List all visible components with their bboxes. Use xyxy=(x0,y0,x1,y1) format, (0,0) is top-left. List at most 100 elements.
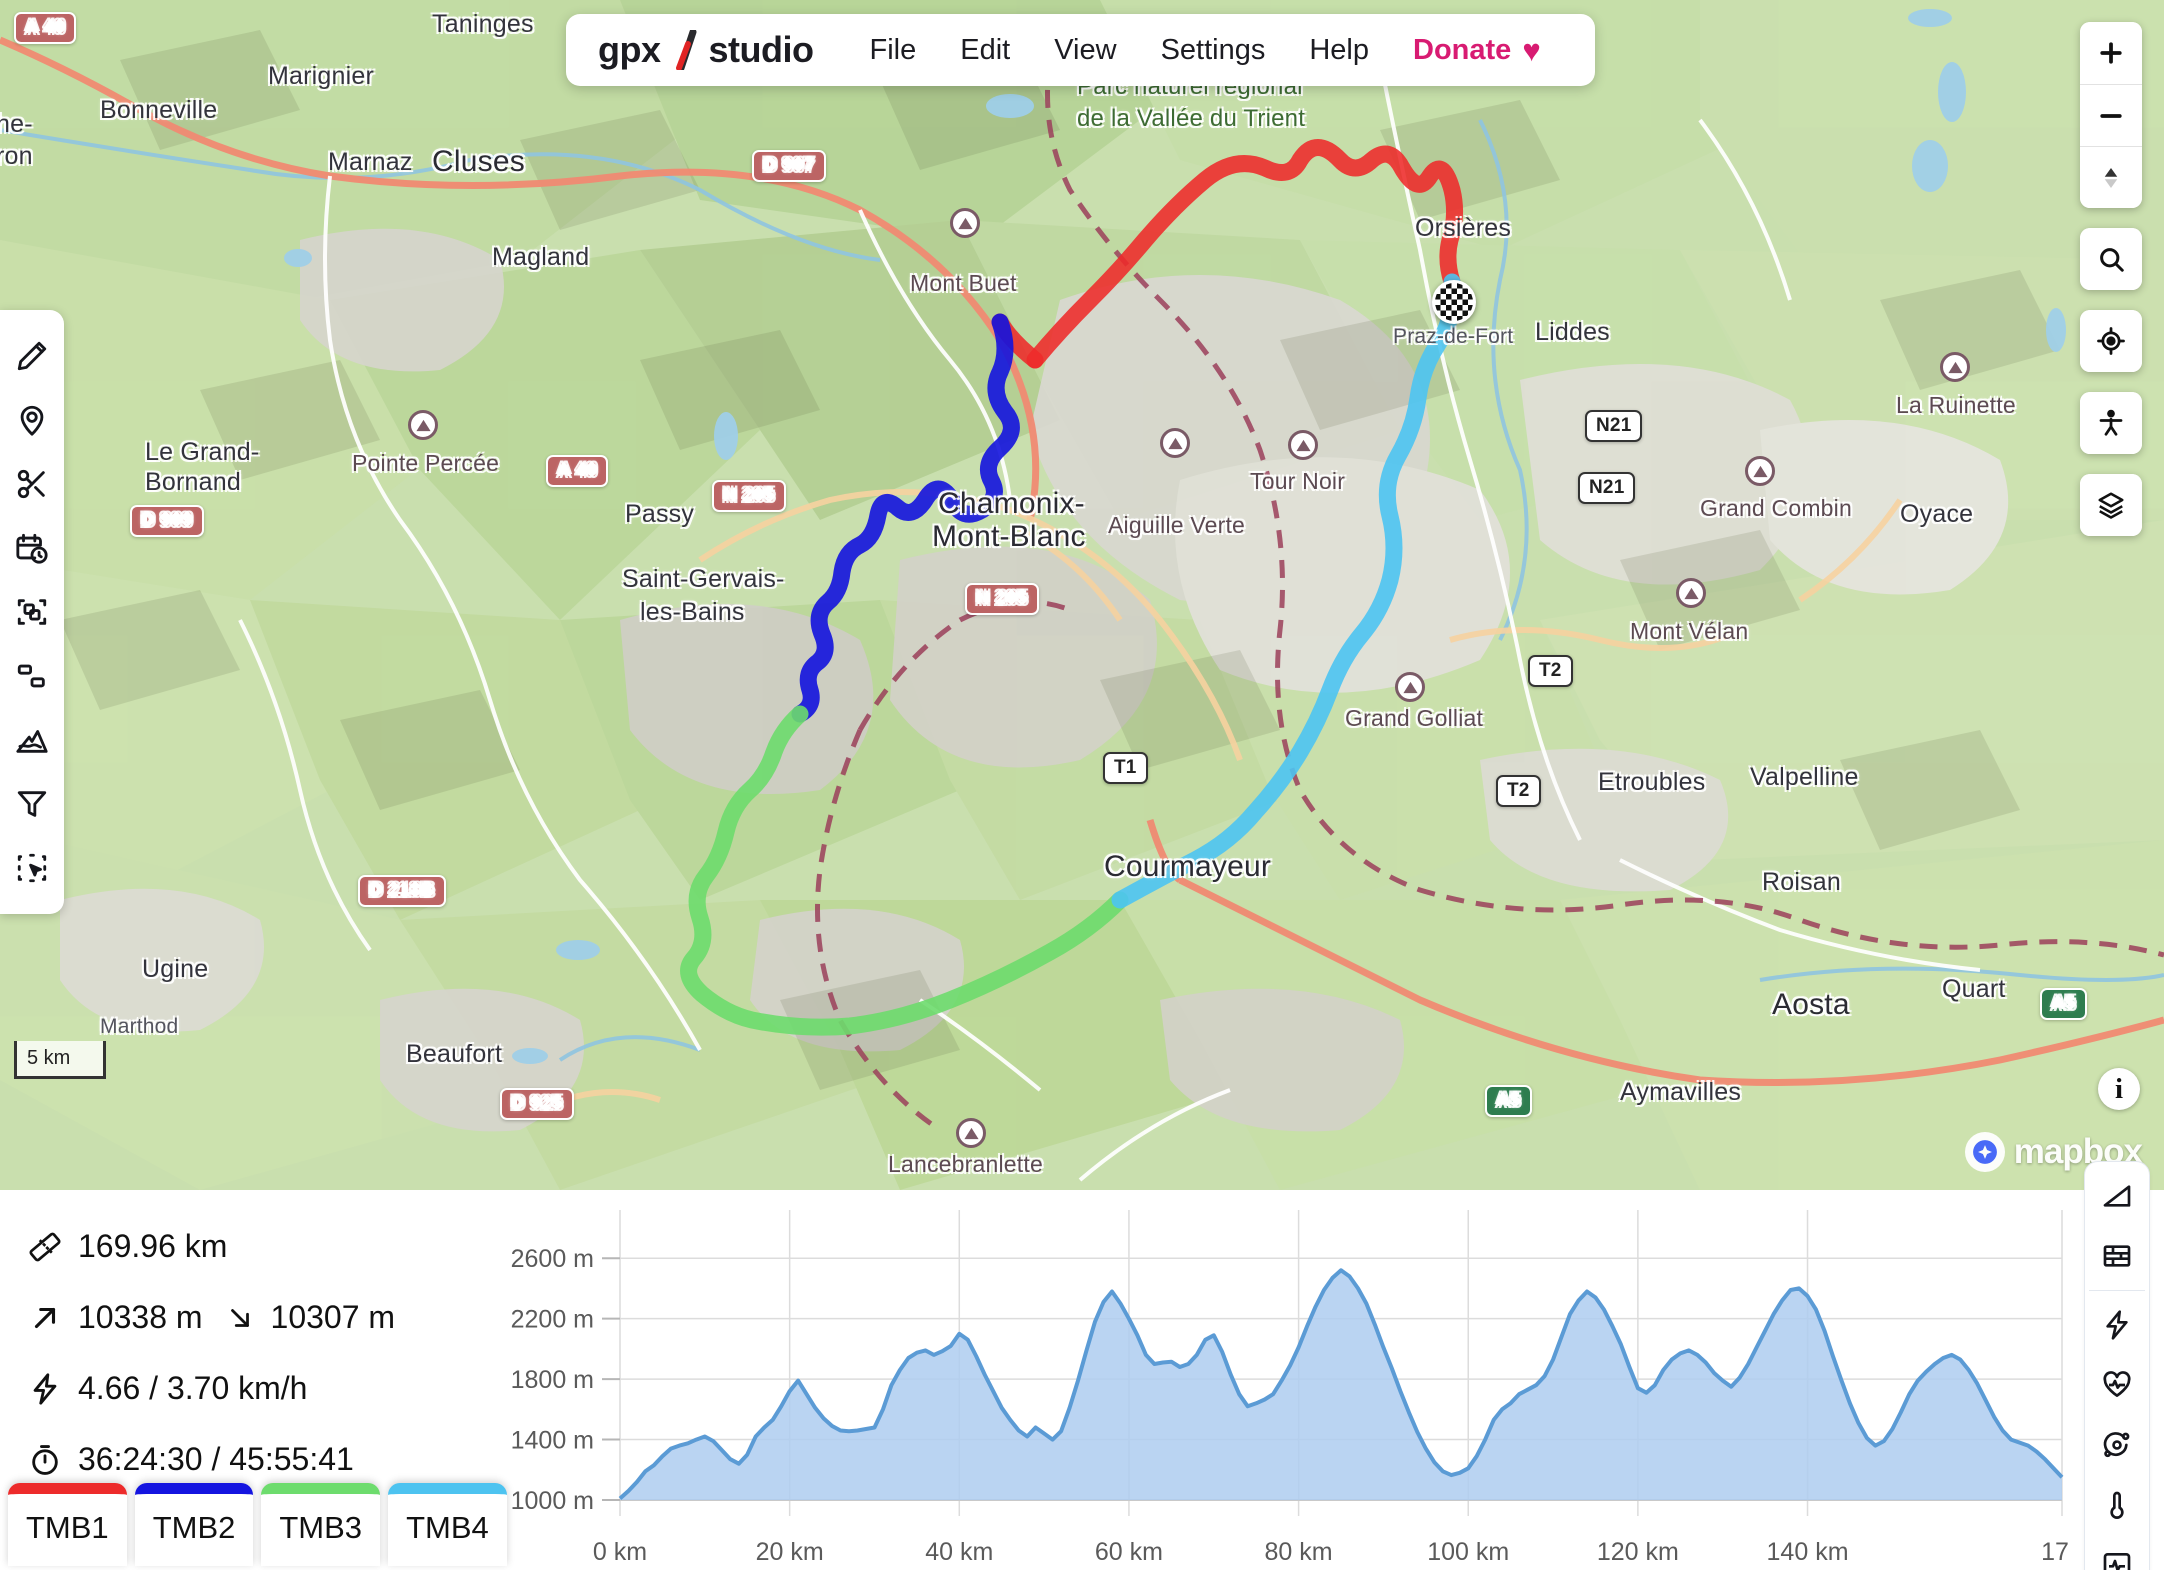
heart-rate-icon xyxy=(2103,1370,2131,1397)
app-logo[interactable]: gpx studio xyxy=(598,28,814,72)
bolt-icon xyxy=(33,1372,57,1405)
chart-tool-surface[interactable] xyxy=(2085,1226,2149,1286)
street-view-control-group xyxy=(2080,392,2142,454)
elevation-chart-svg[interactable]: 1000 m 1400 m 1800 m 2200 m 2600 m 0 km 20 km… xyxy=(420,1200,2070,1570)
time-tool[interactable] xyxy=(0,516,64,580)
menu-settings[interactable]: Settings xyxy=(1160,33,1266,66)
street-view-icon xyxy=(2099,409,2123,436)
heart-icon: ♥ xyxy=(1522,32,1541,68)
mountain-icon xyxy=(957,217,973,229)
brand-text-right: studio xyxy=(708,29,814,70)
main-menu-bar: gpx studio File Edit View Settings Help … xyxy=(566,14,1595,86)
info-icon: i xyxy=(2114,1072,2124,1105)
elevation-tool[interactable] xyxy=(0,708,64,772)
arrow-up-right-icon xyxy=(34,1307,56,1328)
peak-marker-mont-buet[interactable] xyxy=(950,208,980,238)
arrow-down-right-icon xyxy=(230,1308,249,1327)
chart-x-tick-label: 60 km xyxy=(1095,1538,1163,1566)
chart-x-tick-label: 80 km xyxy=(1265,1538,1333,1566)
locate-button[interactable] xyxy=(2080,310,2142,372)
layers-control-group xyxy=(2080,474,2142,536)
stat-elevation: 10338 m 10307 m xyxy=(28,1299,420,1336)
plus-icon xyxy=(2100,42,2122,64)
mountain-icon xyxy=(16,730,48,753)
menu-help[interactable]: Help xyxy=(1309,33,1370,66)
chart-tool-cadence[interactable] xyxy=(2085,1415,2149,1475)
waypoint-tool[interactable] xyxy=(0,388,64,452)
reorder-icon xyxy=(17,664,45,688)
track-tab-tmb3[interactable]: TMB3 xyxy=(261,1483,381,1566)
scissors-icon xyxy=(17,469,45,499)
chart-tool-slope[interactable] xyxy=(2085,1166,2149,1226)
street-view-button[interactable] xyxy=(2080,392,2142,454)
chart-tool-speed[interactable] xyxy=(2085,1295,2149,1355)
peak-marker-pointe-percee[interactable] xyxy=(408,410,438,440)
merge-icon xyxy=(17,599,47,625)
chart-area-series xyxy=(618,1268,2064,1500)
mountain-icon xyxy=(963,1127,979,1139)
elevation-profile-chart[interactable]: 1000 m 1400 m 1800 m 2200 m 2600 m 0 km 20 km… xyxy=(420,1190,2070,1570)
layers-icon xyxy=(2098,492,2124,519)
mountain-icon xyxy=(1752,465,1768,477)
layers-button[interactable] xyxy=(2080,474,2142,536)
mapbox-logo-icon xyxy=(1964,1132,2005,1172)
chart-x-tick-label: 170 xyxy=(2041,1538,2070,1566)
chart-x-tick-label: 0 km xyxy=(593,1538,647,1566)
editing-toolbar xyxy=(0,310,64,914)
chart-tool-rail xyxy=(2070,1160,2164,1570)
menu-view[interactable]: View xyxy=(1054,33,1117,66)
menu-edit[interactable]: Edit xyxy=(960,33,1011,66)
chart-x-tick-label: 120 km xyxy=(1597,1538,1679,1566)
track-tab-bar: TMB1 TMB2 TMB3 TMB4 xyxy=(8,1483,507,1566)
track-tab-tmb2[interactable]: TMB2 xyxy=(134,1483,254,1566)
peak-marker-mont-velan[interactable] xyxy=(1676,578,1706,608)
chart-y-tick-label: 1400 m xyxy=(511,1427,594,1455)
zoom-out-button[interactable] xyxy=(2080,84,2142,146)
donate-button[interactable]: Donate ♥ xyxy=(1391,28,1563,73)
peak-marker-aiguille-verte[interactable] xyxy=(1160,428,1190,458)
slope-icon xyxy=(2103,1184,2131,1207)
chart-tool-power[interactable] xyxy=(2085,1535,2149,1570)
scissors-tool[interactable] xyxy=(0,452,64,516)
reduce-tool[interactable] xyxy=(0,772,64,836)
zoom-in-button[interactable] xyxy=(2080,22,2142,84)
map-controls xyxy=(2080,22,2142,556)
peak-marker-la-ruinette[interactable] xyxy=(1940,352,1970,382)
brand-text-left: gpx xyxy=(598,29,661,70)
peak-marker-grand-combin[interactable] xyxy=(1745,456,1775,486)
track-statistics: 169.96 km 10338 m 10307 m 4.66 / 3.70 km… xyxy=(0,1190,420,1570)
merge-tool[interactable] xyxy=(0,580,64,644)
draw-tool[interactable] xyxy=(0,324,64,388)
stat-distance: 169.96 km xyxy=(28,1228,420,1265)
compass-icon xyxy=(2104,167,2118,188)
map-info-button[interactable]: i xyxy=(2098,1068,2140,1110)
chart-x-axis: 0 km 20 km 40 km 60 km 80 km 100 km 120 km 140 … xyxy=(593,1538,2070,1566)
cadence-icon xyxy=(2103,1431,2130,1457)
reorder-tool[interactable] xyxy=(0,644,64,708)
thermometer-icon xyxy=(2110,1491,2124,1519)
map-terrain xyxy=(0,0,2164,1190)
chart-tool-temperature[interactable] xyxy=(2085,1475,2149,1535)
mountain-icon xyxy=(1167,437,1183,449)
menu-file[interactable]: File xyxy=(869,33,917,66)
peak-marker-lancebranlette[interactable] xyxy=(956,1118,986,1148)
map-canvas-container[interactable]: A 40 Taninges Marignier Bonneville he-ron Mar… xyxy=(0,0,2164,1190)
track-tab-tmb1[interactable]: TMB1 xyxy=(8,1483,127,1566)
chart-y-tick-label: 2200 m xyxy=(511,1306,594,1334)
minus-icon xyxy=(2100,113,2122,118)
chart-tool-heartrate[interactable] xyxy=(2085,1355,2149,1415)
chart-x-tick-label: 140 km xyxy=(1767,1538,1849,1566)
peak-marker-tour-noir[interactable] xyxy=(1288,430,1318,460)
search-control-group xyxy=(2080,228,2142,290)
select-tool[interactable] xyxy=(0,836,64,900)
ruler-icon xyxy=(29,1232,61,1261)
finish-flag-marker[interactable] xyxy=(1432,280,1476,324)
search-icon xyxy=(2100,248,2124,272)
track-tab-tmb4[interactable]: TMB4 xyxy=(388,1483,507,1566)
search-button[interactable] xyxy=(2080,228,2142,290)
peak-marker-grand-golliat[interactable] xyxy=(1395,672,1425,702)
scale-label: 5 km xyxy=(27,1047,71,1069)
compass-button[interactable] xyxy=(2080,146,2142,208)
map-pin-icon xyxy=(20,405,44,436)
stat-speed-value: 4.66 / 3.70 km/h xyxy=(78,1370,308,1406)
